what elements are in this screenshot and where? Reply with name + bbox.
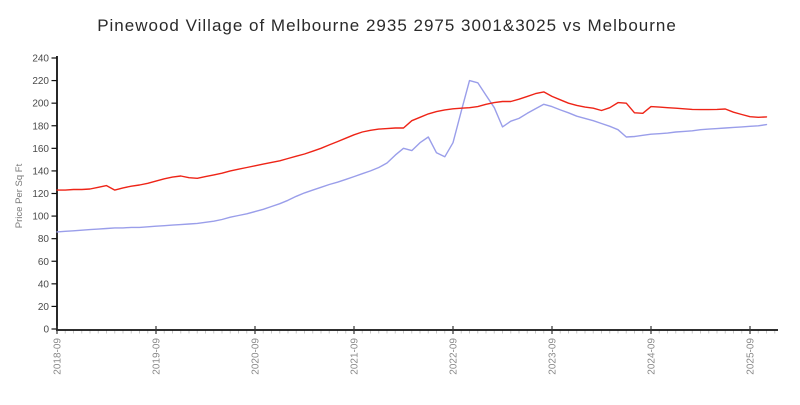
y-tick-label: 40 — [38, 279, 50, 290]
x-tick-label: 2018-09 — [53, 338, 64, 375]
y-tick-label: 240 — [32, 54, 49, 65]
y-axis-label: Price Per Sq Ft — [14, 163, 25, 228]
x-tick-label: 2019-09 — [152, 338, 163, 375]
y-tick-label: 140 — [32, 166, 49, 177]
x-tick-label: 2025-09 — [746, 338, 757, 375]
y-tick-label: 120 — [32, 189, 49, 200]
chart-title: Pinewood Village of Melbourne 2935 2975 … — [97, 16, 677, 35]
y-tick-label: 220 — [32, 76, 49, 87]
y-tick-label: 200 — [32, 99, 49, 110]
y-tick-label: 20 — [38, 302, 50, 313]
x-tick-label: 2023-09 — [548, 338, 559, 375]
y-tick-label: 100 — [32, 212, 49, 223]
blue-line — [56, 79, 768, 233]
x-tick-label: 2022-09 — [449, 338, 460, 375]
y-tick-label: 80 — [38, 234, 50, 245]
y-tick-label: 60 — [38, 257, 50, 268]
y-tick-label: 0 — [43, 325, 49, 336]
red-line — [56, 91, 768, 191]
x-tick-label: 2020-09 — [251, 338, 262, 375]
y-tick-label: 180 — [32, 121, 49, 132]
x-tick-label: 2024-09 — [647, 338, 658, 375]
x-tick-label: 2021-09 — [350, 338, 361, 375]
y-tick-label: 160 — [32, 144, 49, 155]
